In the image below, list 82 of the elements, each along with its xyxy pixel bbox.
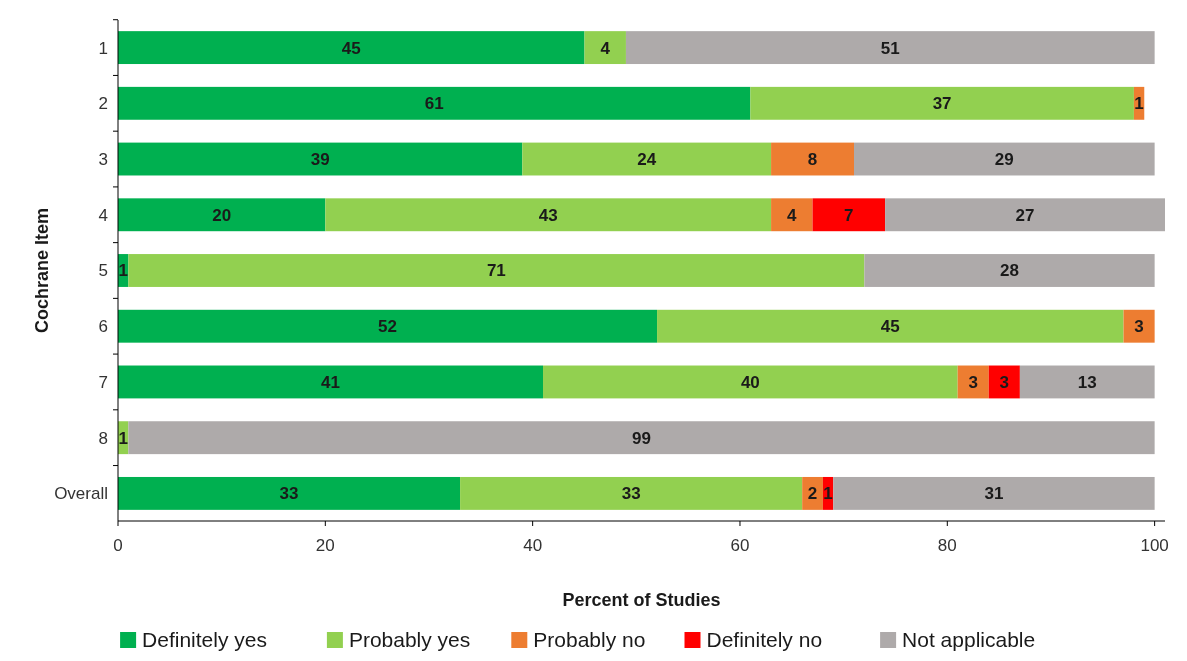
bar [118, 198, 326, 232]
bar [460, 476, 803, 510]
x-tick-label: 40 [523, 536, 543, 555]
y-axis-title: Cochrane Item [32, 207, 52, 334]
data-label: 1 [1134, 94, 1144, 114]
bar [128, 421, 1155, 455]
bar [118, 31, 585, 65]
data-label: 4 [787, 205, 798, 225]
legend-label: Not applicable [902, 628, 1036, 651]
y-tick-label: 3 [98, 149, 108, 169]
bar [771, 198, 813, 232]
data-label: 8 [807, 149, 818, 169]
data-label: 61 [424, 94, 444, 114]
data-label: 1 [118, 261, 128, 281]
x-tick-label: 100 [1140, 536, 1169, 555]
bar [657, 309, 1124, 343]
data-label: 2 [807, 484, 818, 504]
bar [750, 86, 1134, 120]
y-tick-label: 2 [98, 94, 108, 114]
data-label: 40 [740, 372, 760, 392]
y-tick-label: 5 [98, 261, 108, 281]
bar [771, 142, 855, 176]
y-tick-label: Overall [54, 484, 108, 504]
data-label: 29 [994, 149, 1014, 169]
bar [522, 142, 772, 176]
bar [118, 365, 544, 399]
bar [812, 198, 886, 232]
legend-label: Probably yes [348, 628, 471, 651]
y-tick-label: 8 [98, 428, 108, 448]
data-label: 3 [999, 372, 1010, 392]
data-label: 43 [538, 205, 558, 225]
data-label: 33 [279, 484, 299, 504]
x-tick-label: 60 [730, 536, 750, 555]
bar [118, 86, 751, 120]
data-label: 31 [984, 484, 1004, 504]
data-label: 51 [880, 38, 900, 58]
y-tick-label: 4 [98, 205, 108, 225]
data-label: 45 [341, 38, 361, 58]
legend-label: Definitely yes [142, 628, 267, 651]
bar [543, 365, 958, 399]
bar [118, 476, 461, 510]
legend-label: Definitely no [706, 628, 823, 651]
data-label: 1 [118, 428, 128, 448]
bar [864, 254, 1155, 287]
y-tick-label: 7 [98, 372, 108, 392]
bar [128, 254, 865, 287]
legend-label: Probably no [533, 628, 646, 651]
bar [1123, 309, 1155, 343]
data-label: 13 [1077, 372, 1097, 392]
data-label: 3 [1134, 317, 1144, 337]
data-label: 39 [310, 149, 330, 169]
data-label: 24 [637, 149, 657, 169]
data-label: 41 [321, 372, 340, 392]
y-tick-label: 6 [98, 317, 108, 337]
x-axis-title: Percent of Studies [562, 590, 721, 610]
data-label: 52 [378, 317, 397, 337]
data-label: 27 [1015, 205, 1035, 225]
data-label: 28 [1000, 261, 1019, 281]
data-label: 99 [632, 428, 651, 448]
x-tick-label: 0 [113, 536, 123, 555]
data-label: 3 [968, 372, 978, 392]
bar [625, 31, 1155, 65]
y-tick-label: 1 [98, 38, 108, 58]
data-label: 20 [212, 205, 232, 225]
data-label: 45 [880, 317, 900, 337]
data-label: 71 [486, 261, 506, 281]
x-tick-label: 80 [937, 536, 957, 555]
bar [118, 309, 658, 343]
data-label: 33 [621, 484, 641, 504]
bar [1019, 365, 1155, 399]
bar [885, 198, 1165, 232]
data-label: 1 [823, 484, 833, 504]
bar [118, 142, 523, 176]
bar [854, 142, 1155, 176]
data-label: 4 [600, 38, 611, 58]
bar [584, 31, 626, 65]
data-label: 37 [932, 94, 952, 114]
bar [802, 476, 823, 510]
bar [833, 476, 1155, 510]
bar [325, 198, 772, 232]
data-label: 7 [844, 205, 854, 225]
x-tick-label: 20 [315, 536, 335, 555]
